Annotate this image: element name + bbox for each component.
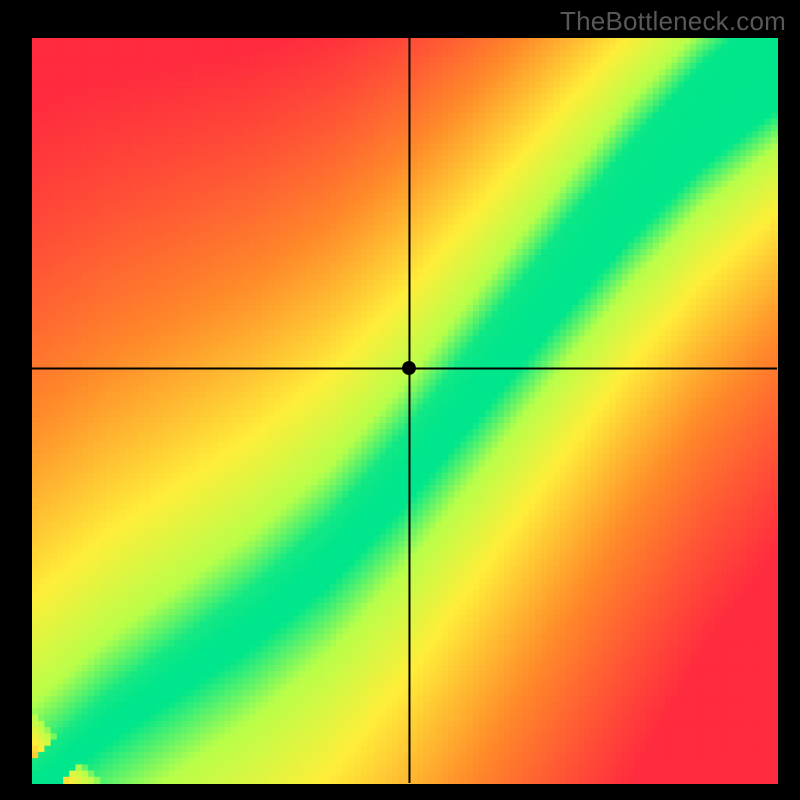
crosshair-overlay bbox=[0, 0, 800, 800]
chart-container: TheBottleneck.com bbox=[0, 0, 800, 800]
watermark-text: TheBottleneck.com bbox=[560, 6, 786, 37]
